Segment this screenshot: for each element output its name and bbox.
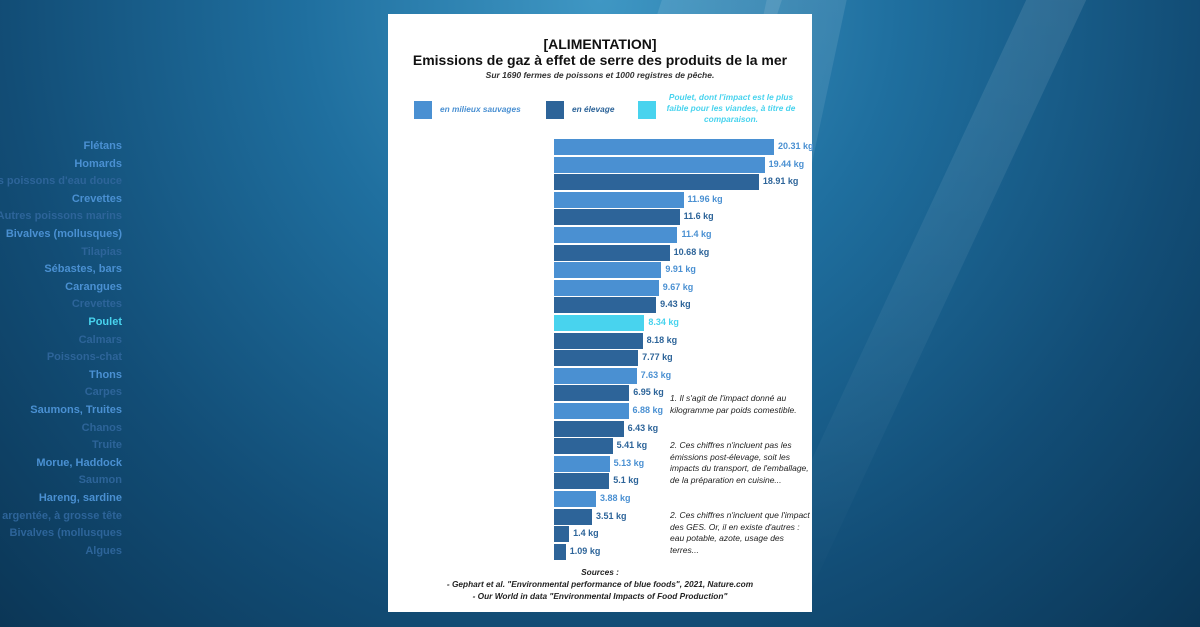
bar-label: Carpe argentée, à grosse tête xyxy=(0,509,122,522)
bar xyxy=(554,332,643,349)
bar-value-label: 11.96 kg xyxy=(687,193,723,204)
bar xyxy=(554,526,570,543)
bar-label: Poulet xyxy=(88,316,122,328)
source-1: - Gephart et al. "Environmental performa… xyxy=(446,579,754,589)
bar-value-label: 9.43 kg xyxy=(660,299,691,310)
bar xyxy=(554,174,759,191)
bar-value-label: 10.68 kg xyxy=(673,246,710,257)
bar-value-label: 6.95 kg xyxy=(633,387,664,398)
bar-value-label: 11.6 kg xyxy=(683,211,714,222)
bar-label: Chanos xyxy=(81,421,122,434)
bar xyxy=(554,508,593,525)
bar-value-label: 7.63 kg xyxy=(640,369,672,380)
bar-value-label: 5.13 kg xyxy=(613,457,645,468)
bar xyxy=(554,455,610,472)
legend-label-chicken: Poulet, dont l'impact est le plus faible… xyxy=(666,92,796,124)
legend-label-wild: en milieux sauvages xyxy=(440,104,521,114)
bar xyxy=(554,262,662,279)
chart-caption: Sur 1690 fermes de poissons et 1000 regi… xyxy=(485,70,715,80)
bar-value-label: 6.88 kg xyxy=(632,405,664,415)
bar xyxy=(554,420,624,437)
bar-value-label: 3.51 kg xyxy=(596,510,627,521)
bar-label: Carangues xyxy=(65,280,122,293)
chart-title: [ALIMENTATION] xyxy=(543,36,657,52)
bar xyxy=(554,191,684,208)
bar-value-label: 5.41 kg xyxy=(616,440,648,451)
bar-value-label: 1.09 kg xyxy=(569,545,601,556)
chart-main-title: Emissions de gaz à effet de serre des pr… xyxy=(412,52,788,68)
bar xyxy=(554,438,613,455)
bar-label: Carpes xyxy=(84,386,122,399)
bar-value-label: 1.4 kg xyxy=(573,528,599,539)
bar xyxy=(554,156,765,173)
legend-swatch-farmed xyxy=(546,101,564,119)
bar-label: Thons xyxy=(89,368,122,381)
bar-value-label: 5.1 kg xyxy=(613,475,639,486)
bar xyxy=(554,227,678,243)
bar xyxy=(554,543,566,560)
bar-value-label: 8.34 kg xyxy=(648,317,679,327)
legend-swatch-wild xyxy=(414,101,432,119)
bar-label: Bivalves (mollusques) xyxy=(5,228,122,240)
bar-label: Homards xyxy=(74,157,122,170)
bar-label: Flétans xyxy=(83,140,122,152)
bar-value-label: 9.67 kg xyxy=(662,281,694,292)
bar-label: Morue, Haddock xyxy=(36,456,122,469)
legend-label-farmed: en élevage xyxy=(572,104,615,114)
bar-label: Saumon xyxy=(78,474,122,487)
bar-label: Calmars xyxy=(78,333,122,346)
bar xyxy=(554,473,610,490)
bar xyxy=(554,385,630,402)
bar-label: Crevettes xyxy=(71,298,122,311)
bar-label: Autres poissons marins xyxy=(0,210,122,223)
source-2: - Our World in data "Environmental Impac… xyxy=(472,591,728,601)
legend-swatch-chicken xyxy=(638,101,656,119)
bar xyxy=(554,244,670,261)
bar-label: Autres poissons d'eau douce xyxy=(0,175,122,188)
bar-label: Hareng, sardine xyxy=(38,492,122,504)
bar xyxy=(554,279,659,296)
bar-value-label: 7.77 kg xyxy=(642,352,673,363)
bar-value-label: 11.4 kg xyxy=(681,229,712,239)
bar xyxy=(554,209,680,226)
bar-label: Bivalves (mollusques xyxy=(9,527,123,540)
sources-heading: Sources : xyxy=(581,567,619,577)
bar-value-label: 8.18 kg xyxy=(646,334,678,345)
bar xyxy=(554,297,657,314)
bar-label: Tilapias xyxy=(81,245,122,258)
bar xyxy=(554,403,629,419)
note-1: 1. Il s'agit de l'impact donné au kilogr… xyxy=(670,393,797,415)
bar-value-label: 9.91 kg xyxy=(665,264,696,275)
infographic-card: [ALIMENTATION] Emissions de gaz à effet … xyxy=(0,14,814,612)
bar xyxy=(554,491,597,507)
note-2: 2. Ces chiffres n'incluent pas les émiss… xyxy=(670,440,809,485)
bar-label: Truite xyxy=(92,439,122,452)
bar-label: Sébastes, bars xyxy=(44,263,122,276)
bar xyxy=(554,350,639,367)
bar xyxy=(554,367,637,384)
bar-value-label: 6.43 kg xyxy=(627,422,659,433)
bar-label: Crevettes xyxy=(71,192,122,205)
bar-label: Poissons-chat xyxy=(46,351,122,364)
bar-label: Saumons, Truites xyxy=(30,404,122,416)
note-3: 2. Ces chiffres n'incluent que l'impact … xyxy=(670,510,810,555)
bar-value-label: 20.31 kg xyxy=(778,141,814,151)
bar xyxy=(554,315,645,331)
bar-value-label: 18.91 kg xyxy=(762,176,799,187)
bar-value-label: 3.88 kg xyxy=(600,493,631,503)
bar xyxy=(554,139,774,155)
bar-label: Algues xyxy=(85,544,122,557)
bar-value-label: 19.44 kg xyxy=(768,158,805,169)
